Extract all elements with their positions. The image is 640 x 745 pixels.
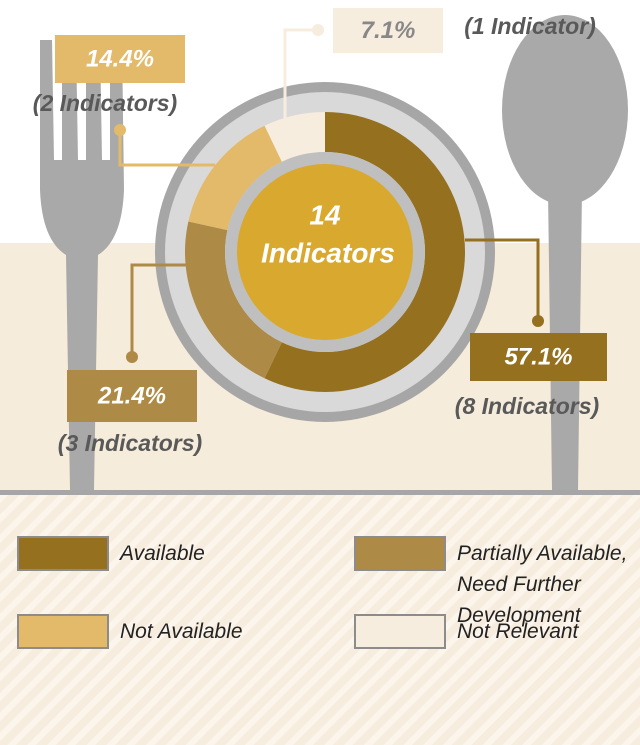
count-label: (3 Indicators) [58, 430, 202, 456]
slice [185, 221, 282, 379]
slice [188, 125, 282, 231]
leader-dot [126, 351, 138, 363]
legend-label: Available [120, 542, 205, 565]
value-label: 14.4% [86, 45, 154, 72]
leader-dot [312, 24, 324, 36]
legend-label: Not Relevant [457, 620, 579, 643]
value-box [470, 333, 607, 381]
leader-dot [532, 315, 544, 327]
center [237, 164, 413, 340]
slice [264, 112, 465, 392]
value-label: 21.4% [97, 382, 166, 409]
leader-line [130, 263, 190, 357]
leader-line [465, 238, 540, 321]
value-label: 7.1% [361, 17, 416, 44]
value-box [333, 8, 443, 53]
fork [40, 40, 124, 490]
legend-swatch [354, 536, 446, 571]
legend-label: Partially Available, Need Further Develo… [457, 542, 628, 627]
leader-line [118, 130, 215, 167]
table-edge [0, 490, 640, 495]
leader-line [283, 28, 318, 118]
center-label: Indicators [261, 237, 395, 268]
value-label: 57.1% [504, 343, 572, 370]
leader-dot [114, 124, 126, 136]
legend-swatch [17, 536, 109, 571]
center-label: 14 [309, 199, 341, 230]
value-box [67, 370, 197, 422]
value-box [55, 35, 185, 83]
slice [264, 112, 325, 162]
legend-swatch [17, 614, 109, 649]
count-label: (1 Indicator) [464, 13, 596, 39]
legend-swatch [354, 614, 446, 649]
legend-label: Not Available [120, 620, 243, 643]
count-label: (2 Indicators) [33, 90, 177, 116]
count-label: (8 Indicators) [455, 393, 599, 419]
